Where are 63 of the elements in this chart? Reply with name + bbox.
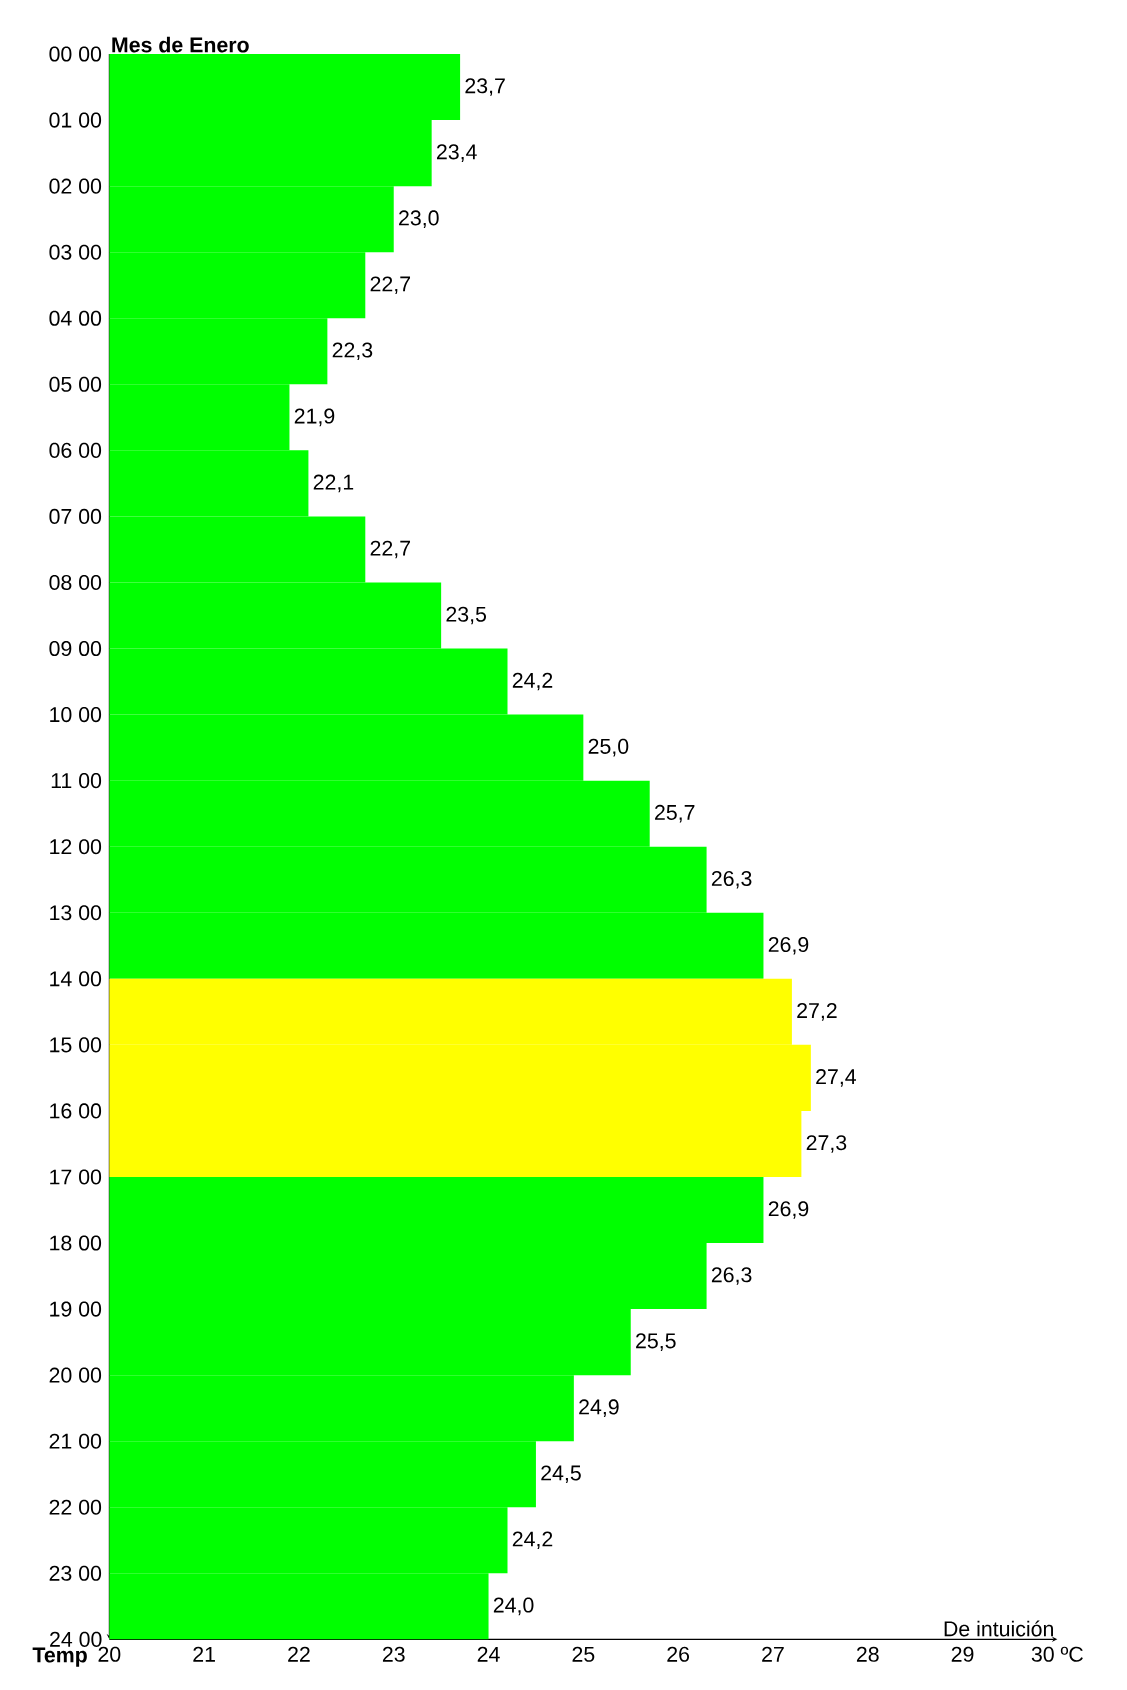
- text: 24 00: [50, 1631, 102, 1647]
- data-label: 23,4: [436, 144, 477, 162]
- y-tick-label: 07 00: [49, 508, 102, 524]
- y-tick-label: 17 00: [50, 1169, 102, 1185]
- data-label: 26,3: [711, 1267, 752, 1285]
- y-tick-label: 08 00: [49, 574, 102, 591]
- data-label: 25,7: [655, 804, 695, 823]
- y-tick-label: 03 00: [49, 244, 102, 260]
- data-label: 27,4: [816, 1069, 857, 1087]
- y-tick-label: 05 00: [49, 376, 102, 392]
- y-tick-label: 13 00: [50, 905, 102, 921]
- y-tick-label: 01 00: [49, 112, 102, 128]
- x-tick-label: 25: [572, 1646, 595, 1662]
- y-tick-label: 15 00: [50, 1037, 102, 1053]
- data-label: 24,2: [512, 672, 553, 691]
- chart-title: Mes de Enero: [112, 36, 249, 53]
- x-tick-label: 24: [477, 1646, 500, 1662]
- data-label: 26,9: [768, 936, 809, 955]
- y-tick-label: 22 00: [49, 1499, 102, 1515]
- data-label: 23,5: [446, 606, 487, 625]
- y-tick-label: 18 00: [50, 1235, 102, 1251]
- data-label: 22,1: [313, 474, 354, 493]
- y-tick-label: 14 00: [50, 971, 102, 987]
- y-tick-label: 23 00: [49, 1565, 102, 1581]
- data-label: 22,3: [332, 342, 373, 361]
- x-tick-label: 28: [856, 1646, 879, 1662]
- y-tick-label: 12 00: [50, 839, 102, 855]
- data-label: 26,3: [711, 870, 752, 889]
- y-tick-label: 19 00: [50, 1301, 102, 1317]
- data-label: 23,7: [465, 78, 505, 96]
- data-label: 27,2: [797, 1003, 837, 1021]
- data-label: 25,5: [636, 1333, 676, 1351]
- y-tick-label: 20 00: [49, 1367, 102, 1383]
- x-tick-label: 30 ºC: [1031, 1646, 1083, 1662]
- data-label: 27,3: [806, 1135, 847, 1153]
- y-tick-label: 09 00: [49, 640, 102, 657]
- data-label: 26,9: [768, 1201, 809, 1219]
- data-label: 24,5: [541, 1465, 581, 1484]
- y-tick-label: 10 00: [50, 707, 102, 723]
- data-label: 24,0: [493, 1597, 534, 1616]
- x-tick-label: 27: [762, 1646, 784, 1662]
- x-tick-label: 20: [98, 1646, 121, 1662]
- y-tick-label: 21 00: [49, 1433, 102, 1449]
- data-label: 24,9: [579, 1399, 619, 1417]
- data-label: 22,7: [370, 276, 411, 295]
- data-label: 25,0: [588, 738, 629, 757]
- y-tick-label: 02 00: [49, 178, 102, 194]
- text: Temp: [32, 1647, 87, 1667]
- x-axis-title: De intuición: [944, 1620, 1053, 1637]
- y-tick-label: 16 00: [50, 1103, 102, 1119]
- y-tick-label: 06 00: [49, 442, 102, 458]
- data-label: 22,7: [370, 540, 411, 559]
- x-tick-label: 22: [288, 1646, 310, 1662]
- x-tick-label: 23: [382, 1646, 405, 1662]
- data-label: 24,2: [512, 1531, 553, 1550]
- y-tick-label: 04 00: [49, 310, 102, 326]
- x-tick-label: 26: [667, 1646, 690, 1662]
- x-tick-label: 21: [193, 1646, 215, 1662]
- y-tick-label: 00 00: [49, 46, 102, 62]
- data-label: 21,9: [294, 408, 335, 427]
- y-tick-label: 11 00: [51, 773, 102, 789]
- x-tick-label: 29: [951, 1646, 974, 1662]
- data-label: 23,0: [399, 210, 439, 228]
